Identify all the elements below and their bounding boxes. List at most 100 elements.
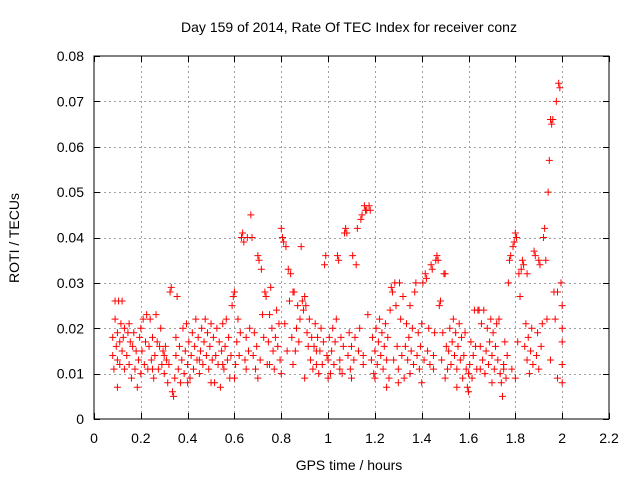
y-tick-label: 0.07 xyxy=(57,93,84,109)
data-point xyxy=(545,156,553,164)
data-point xyxy=(479,356,487,364)
data-point xyxy=(178,356,186,364)
y-axis-ticks: 0 0.01 0.02 0.03 0.04 0.05 0.06 0.07 0.08 xyxy=(57,48,609,427)
data-point xyxy=(197,347,205,355)
data-point xyxy=(133,383,141,391)
data-point xyxy=(345,329,353,337)
data-point xyxy=(287,270,295,278)
data-point xyxy=(301,292,309,300)
data-point xyxy=(321,261,329,269)
data-point xyxy=(158,361,166,369)
data-point xyxy=(119,333,127,341)
data-point xyxy=(555,79,563,87)
data-point xyxy=(150,374,158,382)
data-point xyxy=(365,202,373,210)
data-point xyxy=(465,370,473,378)
data-point xyxy=(359,351,367,359)
data-point xyxy=(426,361,434,369)
data-point xyxy=(307,356,315,364)
data-point xyxy=(453,365,461,373)
data-point xyxy=(202,351,210,359)
data-point xyxy=(294,302,302,310)
data-point xyxy=(528,324,536,332)
data-point xyxy=(405,333,413,341)
data-point xyxy=(242,333,250,341)
x-axis-label: GPS time / hours xyxy=(296,457,403,473)
x-tick-label: 2 xyxy=(558,430,566,446)
data-point xyxy=(130,329,138,337)
data-point xyxy=(448,338,456,346)
data-point xyxy=(123,351,131,359)
data-point xyxy=(168,388,176,396)
data-point xyxy=(443,365,451,373)
data-point xyxy=(253,342,261,350)
data-point xyxy=(415,365,423,373)
data-point xyxy=(332,315,340,323)
data-point xyxy=(319,338,327,346)
data-point xyxy=(436,297,444,305)
data-point xyxy=(469,351,477,359)
data-point xyxy=(266,361,274,369)
data-point xyxy=(484,361,492,369)
data-point xyxy=(348,374,355,382)
x-tick-label: 0.8 xyxy=(272,430,292,446)
data-point xyxy=(297,243,305,251)
data-point xyxy=(441,374,449,382)
data-point xyxy=(147,356,155,364)
data-point xyxy=(417,342,425,350)
data-point xyxy=(270,365,278,373)
data-point xyxy=(549,116,557,124)
data-point xyxy=(118,297,126,305)
data-point xyxy=(456,356,464,364)
data-point xyxy=(219,320,227,328)
y-tick-label: 0.08 xyxy=(57,48,84,64)
data-point xyxy=(489,329,497,337)
data-point xyxy=(355,347,363,355)
data-point xyxy=(467,338,475,346)
data-point xyxy=(189,365,197,373)
data-point xyxy=(330,361,338,369)
data-point xyxy=(495,315,503,323)
data-point xyxy=(529,361,537,369)
data-point xyxy=(438,356,446,364)
data-point xyxy=(112,342,120,350)
data-point xyxy=(235,351,243,359)
data-point xyxy=(322,252,330,260)
x-tick-label: 0.4 xyxy=(178,430,198,446)
x-tick-label: 1 xyxy=(324,430,332,446)
data-point xyxy=(259,311,267,319)
data-point xyxy=(421,270,429,278)
data-point xyxy=(304,342,312,350)
data-point xyxy=(110,365,118,373)
data-point xyxy=(206,342,214,350)
data-point xyxy=(301,374,309,382)
data-point xyxy=(494,356,502,364)
data-point xyxy=(291,347,299,355)
data-point xyxy=(109,351,117,359)
data-point xyxy=(398,351,406,359)
chart-title: Day 159 of 2014, Rate Of TEC Index for r… xyxy=(181,19,517,35)
data-point xyxy=(113,329,121,337)
data-points xyxy=(109,79,566,400)
x-tick-label: 2.2 xyxy=(599,430,619,446)
data-point xyxy=(120,324,128,332)
y-tick-label: 0.03 xyxy=(57,275,84,291)
data-point xyxy=(372,324,380,332)
data-point xyxy=(371,374,379,382)
plot-frame xyxy=(93,55,610,420)
data-point xyxy=(481,370,489,378)
x-tick-label: 0.2 xyxy=(131,430,151,446)
data-point xyxy=(542,256,550,264)
data-point xyxy=(374,338,382,346)
data-point xyxy=(496,370,504,378)
data-point xyxy=(166,288,174,296)
data-point xyxy=(116,338,124,346)
data-point xyxy=(182,320,190,328)
data-point xyxy=(276,356,284,364)
data-point xyxy=(378,329,386,337)
data-point xyxy=(336,365,344,373)
data-point xyxy=(136,333,144,341)
data-point xyxy=(452,329,460,337)
data-point xyxy=(312,361,320,369)
data-point xyxy=(125,361,133,369)
